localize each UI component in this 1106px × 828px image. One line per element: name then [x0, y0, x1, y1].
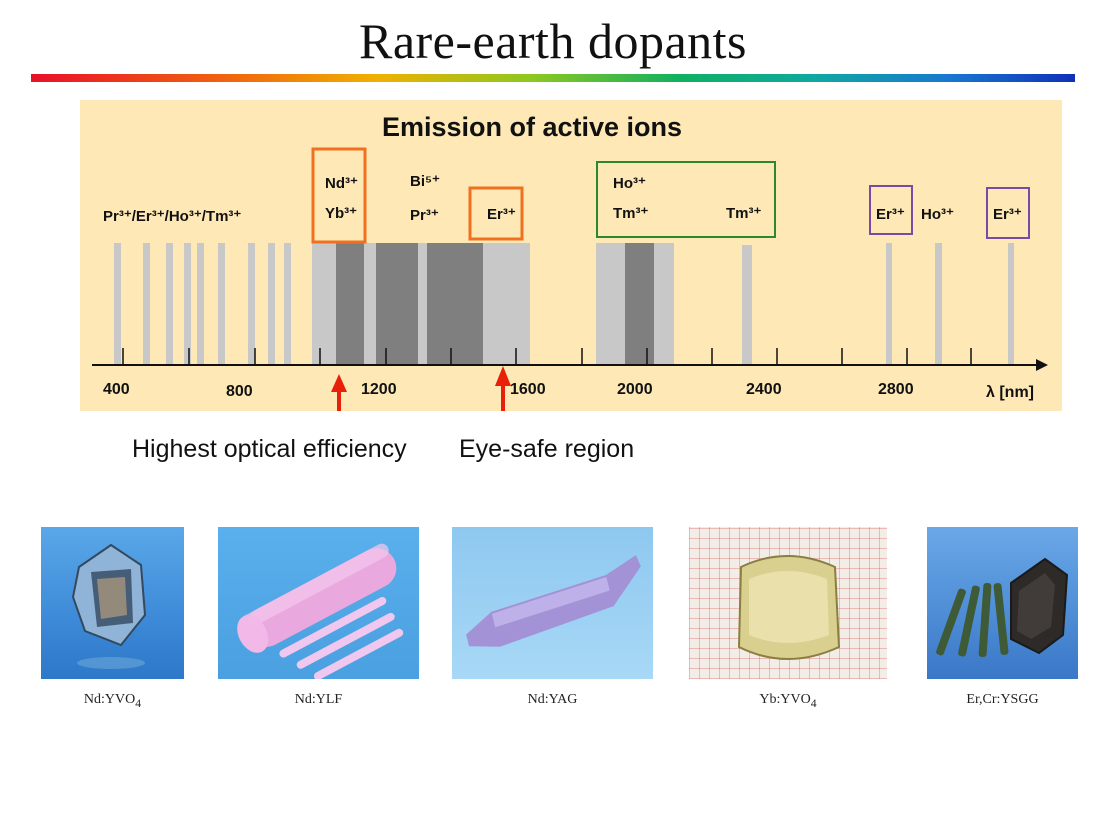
emission-line: [184, 243, 191, 365]
emission-line-er: [1008, 243, 1014, 365]
emission-band-dark: [376, 243, 418, 365]
photo-nd-yvo4: [41, 527, 184, 679]
ion-label-nd: Nd³⁺: [325, 175, 358, 192]
emission-line: [143, 243, 150, 365]
arrow-eyesafe-head: [495, 366, 511, 386]
ion-label-pr-er-ho-tm: Pr³⁺/Er³⁺/Ho³⁺/Tm³⁺: [103, 208, 241, 225]
nd-yb-highlight-box: [311, 147, 367, 244]
crystal-nd-yag-icon: [466, 555, 641, 647]
caption-nd-yag: Nd:YAG: [527, 692, 578, 707]
ion-label-er-2750: Er³⁺: [876, 206, 905, 223]
er-mid-ir-box: [869, 185, 913, 235]
chart-title: Emission of active ions: [382, 112, 682, 142]
emission-line: [166, 243, 173, 365]
emission-line: [197, 243, 204, 365]
tick-label-1200: 1200: [361, 381, 397, 398]
ion-label-tm-2300: Tm³⁺: [726, 205, 761, 222]
tick-label-2000: 2000: [617, 381, 653, 398]
x-axis-label: λ [nm]: [986, 384, 1034, 401]
caption-nd-ylf: Nd:YLF: [294, 692, 343, 707]
tick-label-800: 800: [226, 383, 253, 400]
tick-label-400: 400: [103, 381, 130, 398]
annotation-eye-safe: Eye-safe region: [459, 435, 635, 463]
emission-line-er: [886, 243, 892, 365]
emission-chart-panel: Emission of active ions Pr³⁺/Er³⁺/Ho³⁺/T: [80, 100, 1062, 411]
crystal-yb-yvo4-icon: [737, 555, 841, 660]
ion-label-bi: Bi⁵⁺: [410, 173, 440, 190]
title-rainbow-divider: [31, 74, 1075, 82]
tick-label-2800: 2800: [878, 381, 914, 398]
annotation-highest-efficiency: Highest optical efficiency: [132, 435, 407, 463]
ho-tm-highlight-box: [596, 161, 776, 238]
er-3um-box: [986, 187, 1030, 239]
crystal-nd-yvo4-icon: [71, 543, 147, 669]
emission-band-dark: [625, 243, 654, 365]
caption-er-cr-ysgg: Er,Cr:YSGG: [966, 692, 1039, 707]
emission-line: [218, 243, 225, 365]
caption-nd-yvo4: Nd:YVO4: [83, 692, 142, 710]
ion-label-ho-2000: Ho³⁺: [613, 175, 646, 192]
ion-label-er-3000: Er³⁺: [993, 206, 1022, 223]
photo-yb-yvo4: [689, 527, 887, 679]
er-highlight-box: [468, 186, 524, 241]
emission-chart: Emission of active ions Pr³⁺/Er³⁺/Ho³⁺/T: [92, 112, 1048, 411]
slide-title: Rare-earth dopants: [358, 13, 747, 69]
emission-line-tm: [742, 245, 752, 365]
x-axis-arrowhead: [1036, 359, 1048, 371]
ion-label-ho-2900: Ho³⁺: [921, 206, 954, 223]
crystal-er-cr-ysgg-icon: [936, 557, 1069, 657]
ion-label-pr: Pr³⁺: [410, 207, 439, 224]
emission-line: [248, 243, 255, 365]
photo-nd-yag: [452, 527, 653, 679]
ion-label-yb: Yb³⁺: [325, 205, 357, 222]
tick-label-2400: 2400: [746, 381, 782, 398]
emission-line: [268, 243, 275, 365]
photo-nd-ylf: [218, 527, 419, 679]
emission-line: [284, 243, 291, 365]
crystal-nd-ylf-icon: [237, 543, 404, 679]
ion-label-tm-2000: Tm³⁺: [613, 205, 648, 222]
photo-er-cr-ysgg: [927, 527, 1078, 679]
emission-band-dark: [336, 243, 364, 365]
arrow-efficiency-head: [331, 374, 347, 392]
x-axis-ticks: [122, 348, 972, 365]
caption-yb-yvo4: Yb:YVO4: [759, 692, 817, 710]
emission-line-ho: [935, 243, 942, 365]
emission-line: [114, 243, 121, 365]
ion-label-er-1550: Er³⁺: [487, 206, 516, 223]
tick-label-1600: 1600: [510, 381, 546, 398]
emission-band-dark: [427, 243, 483, 365]
